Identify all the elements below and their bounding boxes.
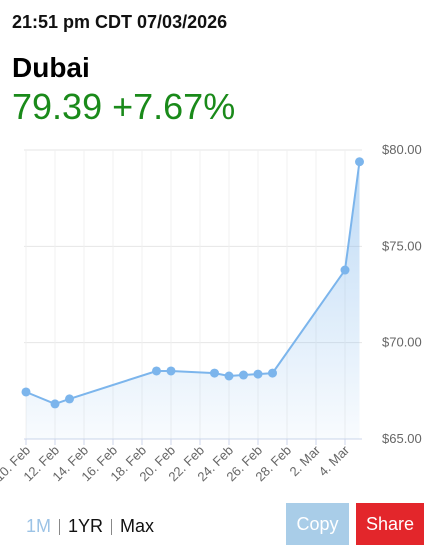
range-selector: 1M 1YR Max <box>26 516 154 537</box>
y-tick-label: $65.00 <box>382 431 422 446</box>
point <box>239 370 248 380</box>
price: 79.39 <box>12 86 103 127</box>
point <box>152 366 161 376</box>
price-line: 79.39 +7.67% <box>12 86 235 128</box>
instrument-name: Dubai <box>12 52 90 83</box>
point <box>21 387 31 397</box>
point <box>340 265 350 275</box>
point <box>268 368 277 378</box>
point <box>50 399 60 409</box>
range-option[interactable]: 1M <box>26 516 52 536</box>
point <box>253 369 263 379</box>
point <box>166 366 176 376</box>
x-tick-label: 4. Mar <box>315 442 352 479</box>
change: +7.67% <box>112 86 236 127</box>
range-option[interactable]: Max <box>120 516 155 536</box>
range-option[interactable]: 1YR <box>68 516 104 536</box>
separator <box>59 518 61 535</box>
timestamp: 21:51 pm CDT 07/03/2026 <box>12 12 228 32</box>
copy-button[interactable]: Copy <box>286 503 349 545</box>
x-tick-label: 2. Mar <box>286 442 323 479</box>
point <box>224 371 234 381</box>
y-tick-label: $70.00 <box>382 335 422 350</box>
point <box>355 157 364 167</box>
point <box>65 394 74 404</box>
y-tick-label: $80.00 <box>382 142 422 157</box>
y-tick-label: $75.00 <box>382 238 422 253</box>
share-button[interactable]: Share <box>356 503 424 545</box>
separator <box>111 518 113 535</box>
point <box>210 368 219 378</box>
